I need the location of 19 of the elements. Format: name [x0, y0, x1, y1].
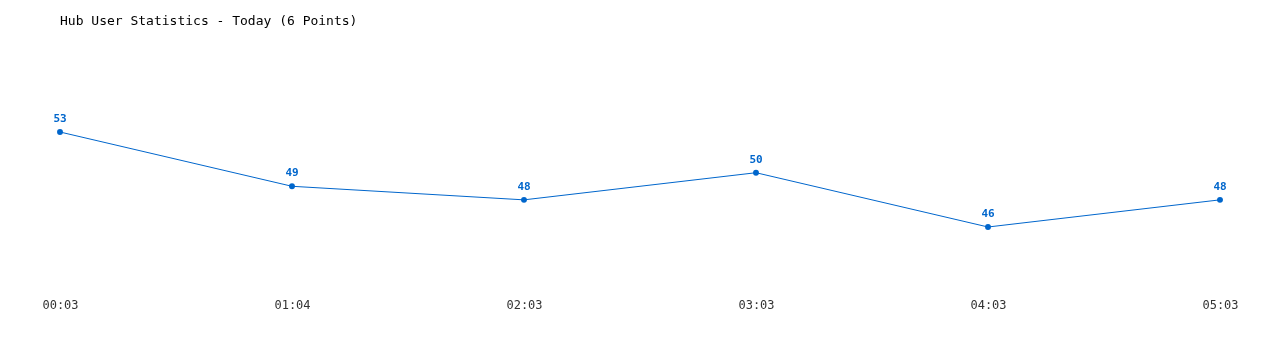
point — [753, 169, 759, 176]
data-label: 50 — [749, 152, 763, 166]
data-label: 53 — [53, 112, 67, 125]
point — [521, 196, 527, 203]
x-tick-label: 05:03 — [1202, 297, 1239, 312]
point — [57, 129, 63, 135]
data-label: 48 — [1213, 179, 1227, 193]
data-label: 48 — [517, 179, 531, 193]
x-tick-label: 02:03 — [506, 297, 543, 312]
point — [985, 224, 991, 230]
chart-title: Hub User Statistics - Today (6 Points) — [60, 13, 358, 28]
point — [289, 183, 295, 190]
x-tick-label: 04:03 — [970, 297, 1007, 312]
x-tick-label: 03:03 — [738, 297, 775, 312]
x-tick-label: 00:03 — [42, 297, 79, 312]
data-label: 49 — [285, 166, 299, 180]
data-label: 46 — [981, 207, 995, 220]
point — [1217, 196, 1223, 203]
x-tick-label: 01:04 — [274, 297, 311, 312]
